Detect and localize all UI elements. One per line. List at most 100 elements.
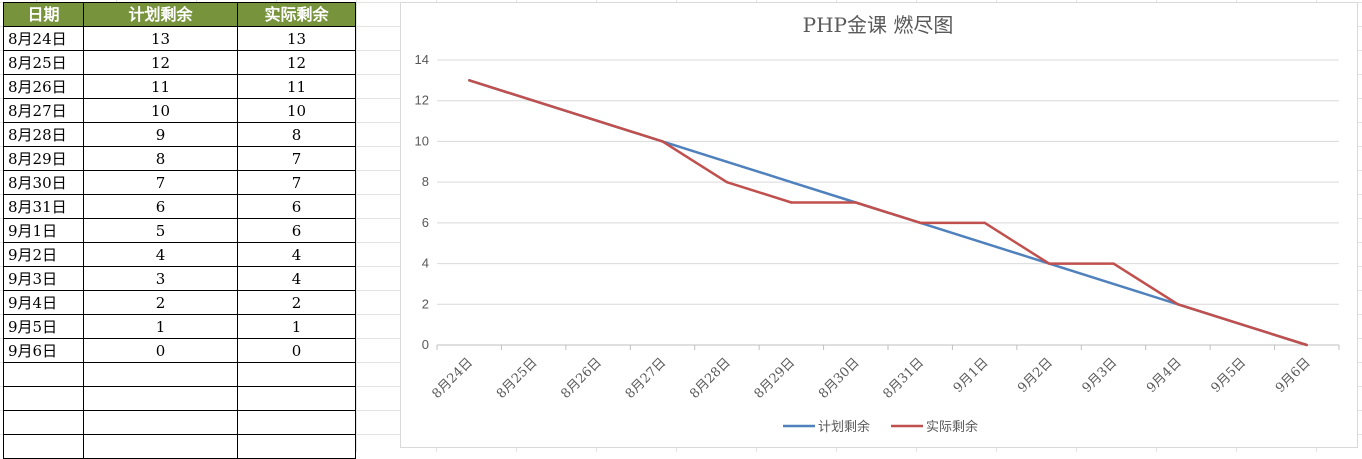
table-row-empty bbox=[3, 386, 356, 411]
header-actual[interactable]: 实际剩余 bbox=[237, 2, 356, 27]
x-tick-label: 9月5日 bbox=[1208, 355, 1249, 396]
data-point[interactable] bbox=[983, 221, 986, 225]
data-point[interactable] bbox=[1112, 262, 1115, 265]
burndown-chart[interactable]: PHP金课 燃尽图 0 2 4 6 8 10 12 14 8月24日 8月25日 8月26日 8月27日… bbox=[400, 2, 1358, 448]
table-row: 9月3日 3 4 bbox=[3, 266, 356, 291]
cell-date[interactable]: 9月4日 bbox=[3, 290, 84, 315]
data-point[interactable] bbox=[1047, 262, 1051, 265]
data-point[interactable] bbox=[468, 79, 471, 82]
cell-actual[interactable]: 2 bbox=[237, 290, 356, 315]
cell-date[interactable]: 8月29日 bbox=[3, 146, 84, 171]
table-header-row: 日期 计划剩余 实际剩余 bbox=[3, 2, 356, 27]
cell-planned[interactable]: 1 bbox=[83, 314, 238, 339]
series-line-1[interactable] bbox=[468, 79, 1308, 347]
cell-date[interactable]: 8月27日 bbox=[3, 98, 84, 123]
table-row: 8月27日 10 10 bbox=[3, 98, 356, 123]
y-tick-label: 8 bbox=[422, 174, 429, 189]
data-point[interactable] bbox=[1305, 343, 1308, 347]
data-point[interactable] bbox=[983, 242, 986, 245]
cell-planned[interactable]: 9 bbox=[83, 122, 238, 147]
data-point[interactable] bbox=[1112, 282, 1115, 286]
cell-planned[interactable]: 0 bbox=[83, 338, 238, 363]
cell-actual[interactable]: 6 bbox=[237, 194, 356, 219]
data-point[interactable] bbox=[532, 99, 535, 102]
data-point[interactable] bbox=[725, 160, 729, 163]
table-row: 8月24日 13 13 bbox=[3, 26, 356, 51]
cell-date[interactable]: 8月31日 bbox=[3, 194, 84, 219]
cell-empty[interactable] bbox=[83, 386, 238, 411]
cell-date[interactable]: 9月5日 bbox=[3, 314, 84, 339]
legend-label[interactable]: 实际剩余 bbox=[926, 419, 978, 435]
table-row: 8月31日 6 6 bbox=[3, 194, 356, 219]
cell-actual[interactable]: 7 bbox=[237, 146, 356, 171]
cell-empty[interactable] bbox=[237, 386, 356, 411]
table-row-empty bbox=[3, 434, 356, 459]
cell-actual[interactable]: 11 bbox=[237, 74, 356, 99]
cell-empty[interactable] bbox=[3, 434, 84, 459]
cell-empty[interactable] bbox=[83, 434, 238, 459]
cell-actual[interactable]: 13 bbox=[237, 26, 356, 51]
cell-date[interactable]: 8月28日 bbox=[3, 122, 84, 147]
cell-planned[interactable]: 12 bbox=[83, 50, 238, 75]
data-point[interactable] bbox=[919, 221, 922, 225]
cell-actual[interactable]: 8 bbox=[237, 122, 356, 147]
cell-actual[interactable]: 12 bbox=[237, 50, 356, 75]
cell-actual[interactable]: 6 bbox=[237, 218, 356, 243]
cell-actual[interactable]: 0 bbox=[237, 338, 356, 363]
cell-planned[interactable]: 10 bbox=[83, 98, 238, 123]
cell-actual[interactable]: 10 bbox=[237, 98, 356, 123]
cell-empty[interactable] bbox=[3, 362, 84, 387]
cell-date[interactable]: 8月24日 bbox=[3, 26, 84, 51]
cell-date[interactable]: 9月3日 bbox=[3, 266, 84, 291]
cell-empty[interactable] bbox=[237, 362, 356, 387]
cell-planned[interactable]: 2 bbox=[83, 290, 238, 315]
data-point[interactable] bbox=[854, 201, 857, 204]
cell-planned[interactable]: 3 bbox=[83, 266, 238, 291]
cell-date[interactable]: 8月30日 bbox=[3, 170, 84, 195]
header-date[interactable]: 日期 bbox=[3, 2, 84, 27]
data-point[interactable] bbox=[725, 180, 729, 184]
cell-date[interactable]: 9月2日 bbox=[3, 242, 84, 267]
cell-actual[interactable]: 4 bbox=[237, 266, 356, 291]
cell-planned[interactable]: 13 bbox=[83, 26, 238, 51]
header-planned[interactable]: 计划剩余 bbox=[83, 2, 238, 27]
cell-planned[interactable]: 6 bbox=[83, 194, 238, 219]
cell-date[interactable]: 9月6日 bbox=[3, 338, 84, 363]
table-row: 9月1日 5 6 bbox=[3, 218, 356, 243]
data-point[interactable] bbox=[1176, 303, 1180, 306]
cell-empty[interactable] bbox=[83, 362, 238, 387]
x-tick-label: 9月2日 bbox=[1015, 355, 1056, 396]
table-row-empty bbox=[3, 362, 356, 387]
data-point[interactable] bbox=[661, 140, 664, 143]
cell-empty[interactable] bbox=[3, 410, 84, 435]
cell-planned[interactable]: 7 bbox=[83, 170, 238, 195]
y-tick-label: 0 bbox=[422, 337, 429, 352]
cell-empty[interactable] bbox=[237, 410, 356, 435]
y-tick-label: 4 bbox=[422, 256, 429, 271]
cell-actual[interactable]: 7 bbox=[237, 170, 356, 195]
data-point[interactable] bbox=[790, 201, 793, 204]
table-row: 9月2日 4 4 bbox=[3, 242, 356, 267]
data-point[interactable] bbox=[1241, 323, 1244, 326]
cell-date[interactable]: 8月25日 bbox=[3, 50, 84, 75]
cell-planned[interactable]: 8 bbox=[83, 146, 238, 171]
chart-canvas: PHP金课 燃尽图 0 2 4 6 8 10 12 14 8月24日 8月25日 8月26日 8月27日… bbox=[415, 13, 1340, 435]
cell-planned[interactable]: 5 bbox=[83, 218, 238, 243]
cell-planned[interactable]: 11 bbox=[83, 74, 238, 99]
table-row: 8月26日 11 11 bbox=[3, 74, 356, 99]
cell-actual[interactable]: 1 bbox=[237, 314, 356, 339]
legend-label[interactable]: 计划剩余 bbox=[818, 419, 870, 435]
data-point[interactable] bbox=[790, 180, 793, 184]
table-row: 9月5日 1 1 bbox=[3, 314, 356, 339]
cell-planned[interactable]: 4 bbox=[83, 242, 238, 267]
cell-actual[interactable]: 4 bbox=[237, 242, 356, 267]
cell-empty[interactable] bbox=[237, 434, 356, 459]
cell-empty[interactable] bbox=[3, 386, 84, 411]
cell-empty[interactable] bbox=[83, 410, 238, 435]
data-point[interactable] bbox=[596, 119, 600, 123]
y-tick-label: 14 bbox=[415, 52, 429, 67]
table-row: 8月30日 7 7 bbox=[3, 170, 356, 195]
cell-date[interactable]: 8月26日 bbox=[3, 74, 84, 99]
cell-date[interactable]: 9月1日 bbox=[3, 218, 84, 243]
table-row-empty bbox=[3, 410, 356, 435]
